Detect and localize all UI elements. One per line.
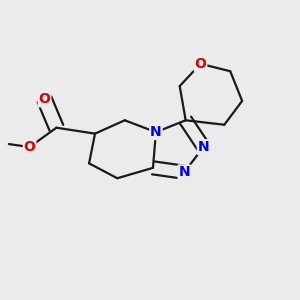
Text: N: N <box>198 140 209 154</box>
Text: N: N <box>150 125 162 139</box>
Text: N: N <box>178 165 190 179</box>
Text: O: O <box>24 140 36 154</box>
Text: O: O <box>195 57 206 71</box>
Text: O: O <box>38 92 50 106</box>
